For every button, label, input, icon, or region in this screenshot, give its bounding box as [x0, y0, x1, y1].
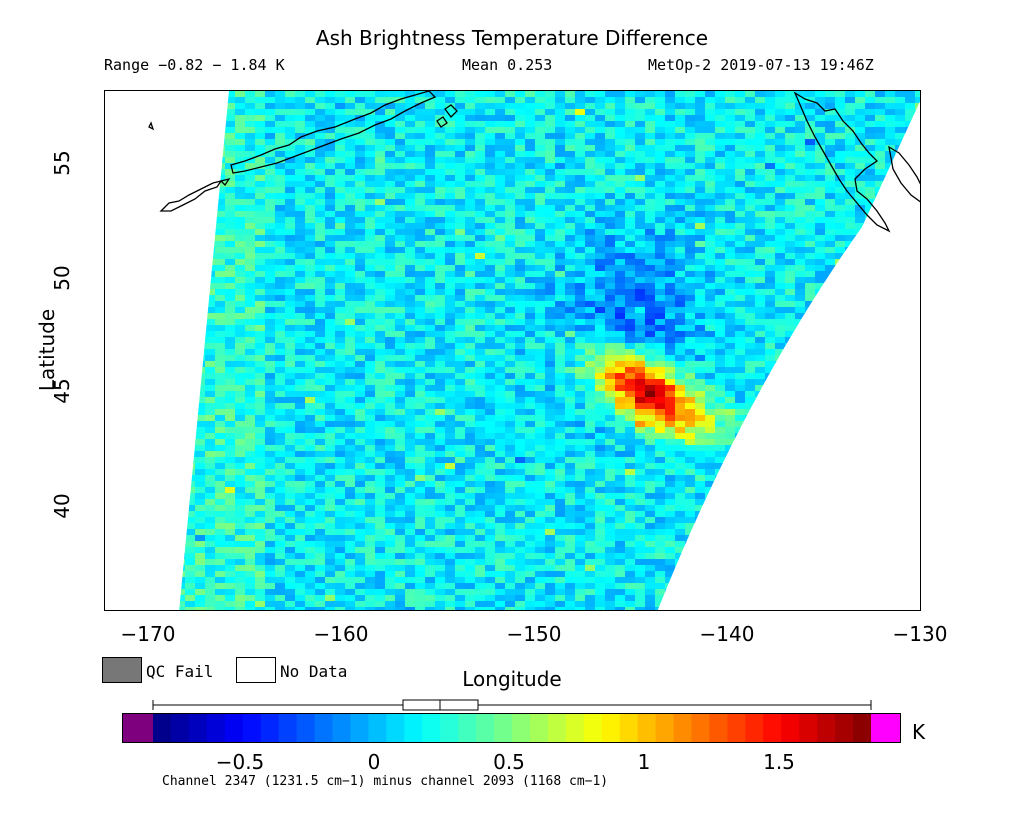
colorbar-cell [727, 713, 746, 743]
colorbar-cell [655, 713, 675, 743]
colorbar-overflow [871, 713, 901, 743]
colorbar-tick-label: 1 [637, 750, 651, 774]
colorbar-cell [170, 713, 190, 743]
colorbar-unit: K [912, 720, 926, 744]
colorbar-cell [314, 713, 334, 743]
x-tick-label: −160 [313, 622, 369, 646]
colorbar-cell [242, 713, 262, 743]
colorbar-cell [853, 713, 872, 743]
colorbar-cell [673, 713, 693, 743]
qc-fail-swatch [102, 657, 142, 683]
no-data-swatch [236, 657, 276, 683]
swath-pixels [179, 91, 920, 610]
colorbar [122, 713, 901, 743]
x-axis-label: Longitude [462, 667, 562, 691]
range-text: Range −0.82 − 1.84 K [104, 56, 285, 74]
y-tick-label: 50 [50, 265, 74, 291]
colorbar-cell [386, 713, 405, 743]
colorbar-cell [368, 713, 387, 743]
colorbar-cell [763, 713, 782, 743]
y-axis-label: Latitude [35, 308, 59, 392]
coastlines [148, 91, 920, 233]
colorbar-tick-label: 0.5 [493, 750, 525, 774]
colorbar-cell [260, 713, 280, 743]
colorbar-cell [332, 713, 352, 743]
colorbar-cell [547, 713, 567, 743]
colorbar-cell [350, 713, 369, 743]
colorbar-cell [153, 713, 172, 743]
colorbar-cell [745, 713, 764, 743]
colorbar-cell [476, 713, 495, 743]
y-tick-label: 55 [50, 150, 74, 176]
chart-title: Ash Brightness Temperature Difference [315, 26, 709, 50]
colorbar-cell [583, 713, 603, 743]
x-tick-label: −150 [506, 622, 562, 646]
y-tick-label: 40 [50, 493, 74, 519]
colorbar-scale [153, 713, 872, 743]
colorbar-tick-label: −0.5 [215, 750, 265, 774]
colorbar-cell [835, 713, 854, 743]
map-plot-area [104, 90, 921, 611]
value-distribution-boxplot [152, 699, 872, 711]
colorbar-cell [440, 713, 459, 743]
colorbar-cell [188, 713, 208, 743]
colorbar-cell [206, 713, 226, 743]
colorbar-cell [799, 713, 818, 743]
x-tick-label: −130 [892, 622, 948, 646]
colorbar-underflow [122, 713, 153, 743]
x-tick-label: −170 [120, 622, 176, 646]
colorbar-tick-label: 0 [367, 750, 381, 774]
colorbar-cell [781, 713, 800, 743]
x-tick-label: −140 [699, 622, 755, 646]
colorbar-cell [458, 713, 477, 743]
colorbar-cell [494, 713, 513, 743]
colorbar-cell [296, 713, 316, 743]
colorbar-cell [422, 713, 441, 743]
colorbar-cell [565, 713, 585, 743]
colorbar-cell [512, 713, 531, 743]
colorbar-cell [709, 713, 728, 743]
colorbar-cell [619, 713, 639, 743]
colorbar-cell [224, 713, 244, 743]
mean-text: Mean 0.253 [462, 56, 553, 74]
colorbar-cell [278, 713, 298, 743]
ash-map [148, 91, 920, 610]
colorbar-cell [529, 713, 549, 743]
channel-description: Channel 2347 (1231.5 cm−1) minus channel… [162, 774, 609, 789]
qc-fail-label: QC Fail [146, 662, 214, 681]
colorbar-cell [601, 713, 621, 743]
colorbar-cell [637, 713, 657, 743]
colorbar-tick-label: 1.5 [763, 750, 795, 774]
colorbar-cell [691, 713, 711, 743]
no-data-label: No Data [280, 662, 348, 681]
colorbar-cell [404, 713, 423, 743]
satellite-text: MetOp-2 2019-07-13 19:46Z [648, 56, 874, 74]
colorbar-cell [817, 713, 836, 743]
